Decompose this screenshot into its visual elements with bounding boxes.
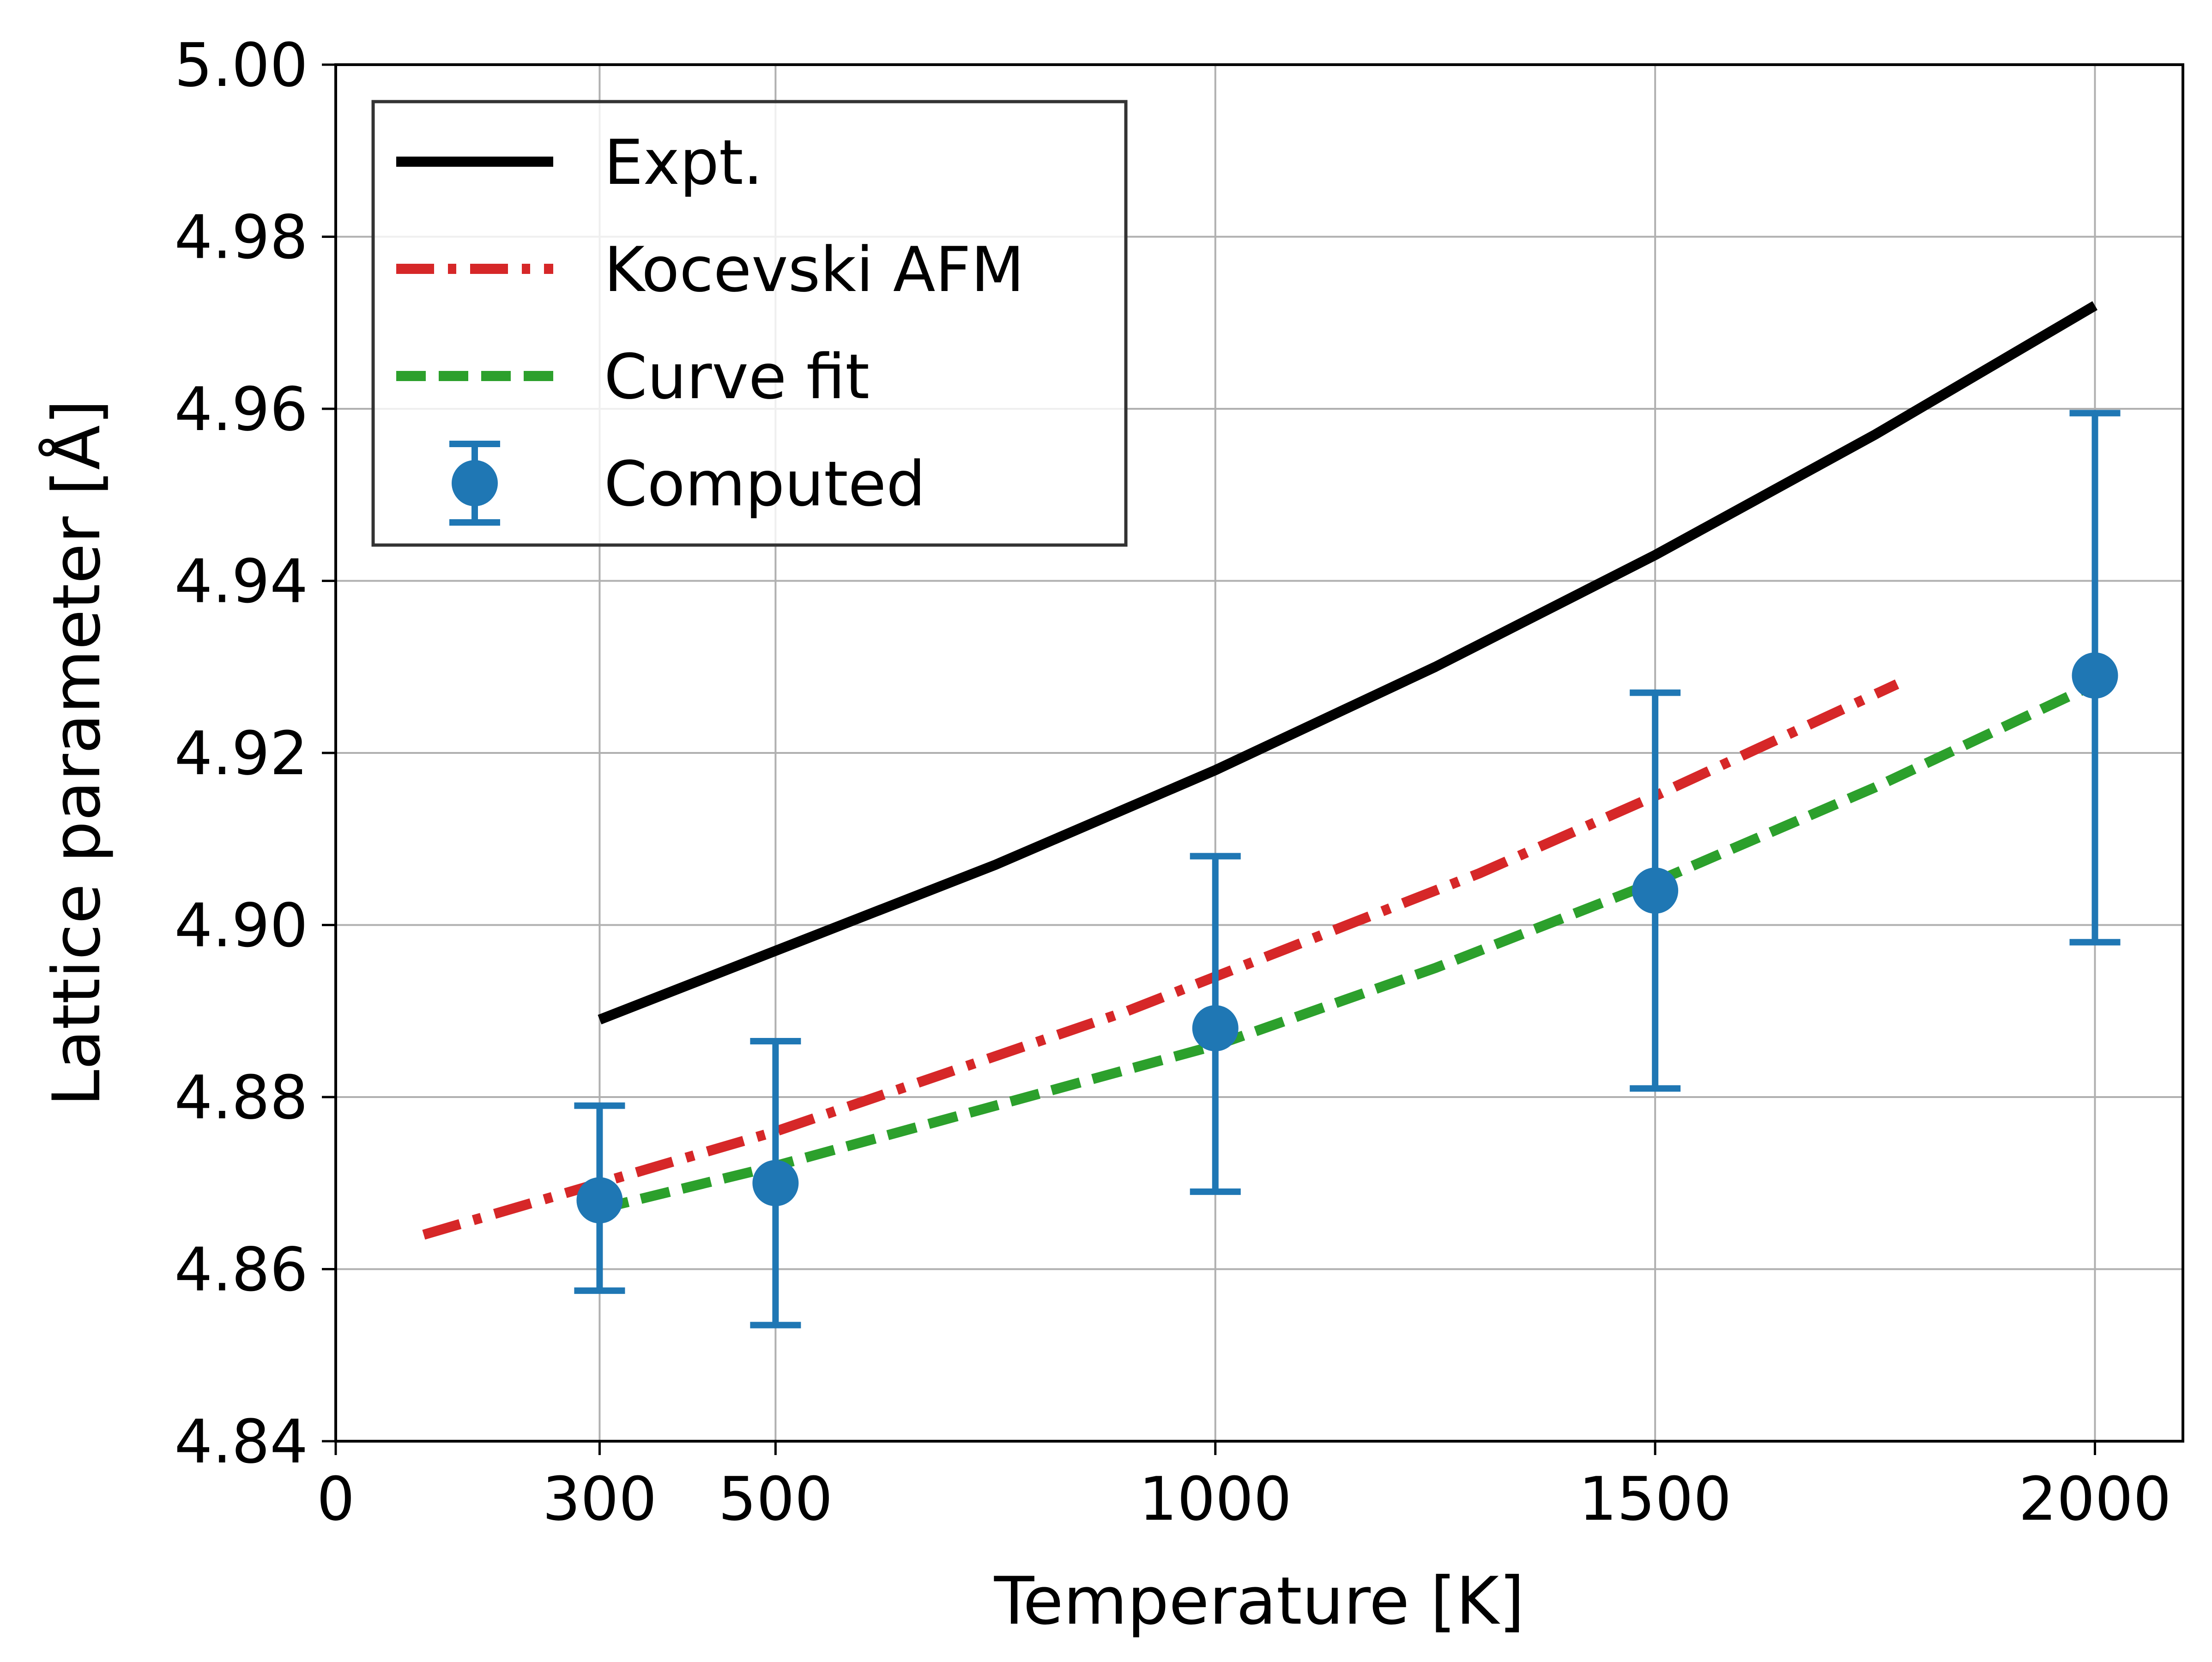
x-tick-label: 0 bbox=[317, 1464, 355, 1534]
y-tick-label: 4.92 bbox=[175, 718, 308, 789]
y-tick-label: 4.96 bbox=[175, 374, 308, 444]
x-axis: 0 300 500 1000 1500 2000 bbox=[317, 1441, 2171, 1534]
data-point bbox=[2072, 652, 2118, 699]
data-point bbox=[576, 1177, 623, 1224]
y-tick-label: 5.00 bbox=[175, 30, 308, 100]
y-tick-label: 4.90 bbox=[175, 891, 308, 961]
x-tick-label: 1500 bbox=[1579, 1464, 1732, 1534]
x-tick-label: 500 bbox=[718, 1464, 833, 1534]
legend-marker-computed bbox=[452, 460, 498, 506]
data-point bbox=[752, 1160, 799, 1207]
x-tick-label: 1000 bbox=[1139, 1464, 1292, 1534]
legend-label-kocevski-afm: Kocevski AFM bbox=[604, 234, 1024, 306]
legend-box bbox=[371, 100, 1128, 547]
y-axis-title: Lattice parameter [Å] bbox=[38, 400, 115, 1106]
y-tick-label: 4.88 bbox=[175, 1062, 308, 1133]
y-tick-label: 4.98 bbox=[175, 202, 308, 273]
series-line-kocevski-afm bbox=[422, 679, 1899, 1240]
y-axis: 4.84 4.86 4.88 4.90 4.92 4.94 4.96 4.98 5.00 bbox=[175, 30, 336, 1477]
legend-label-curve-fit: Curve fit bbox=[604, 341, 870, 413]
x-tick-label: 300 bbox=[542, 1464, 657, 1534]
data-point bbox=[1632, 867, 1679, 914]
x-tick-label: 2000 bbox=[2019, 1464, 2171, 1534]
x-axis-title: Temperature [K] bbox=[994, 1563, 1525, 1639]
legend-label-expt-: Expt. bbox=[604, 127, 763, 199]
y-tick-label: 4.84 bbox=[175, 1407, 308, 1477]
legend: Expt. Kocevski AFM Curve fit Computed bbox=[371, 100, 1128, 547]
series-layer bbox=[422, 301, 2121, 1328]
data-point bbox=[1192, 1005, 1239, 1051]
y-tick-label: 4.86 bbox=[175, 1235, 308, 1305]
legend-label-computed: Computed bbox=[604, 448, 925, 520]
series-line-expt- bbox=[598, 301, 2098, 1025]
y-tick-label: 4.94 bbox=[175, 546, 308, 617]
series-line-curve-fit bbox=[598, 679, 2097, 1214]
